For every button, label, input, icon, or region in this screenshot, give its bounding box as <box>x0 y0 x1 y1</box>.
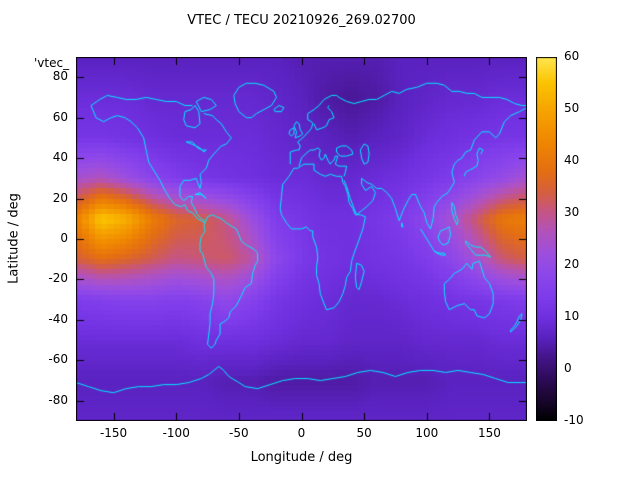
x-tick-label: -100 <box>162 426 190 440</box>
colorbar-tick-label: 20 <box>564 257 580 271</box>
x-tick-label: -150 <box>99 426 128 440</box>
y-tick-label: 0 <box>60 231 68 245</box>
colorbar <box>536 57 557 421</box>
x-axis-title: Longitude / deg <box>250 450 353 465</box>
colorbar-tick-label: 50 <box>564 101 580 115</box>
y-tick-label: -40 <box>48 311 68 326</box>
series-key-label: 'vtec_ <box>34 56 70 70</box>
x-tick-label: 100 <box>415 426 439 440</box>
colorbar-tick-label: 10 <box>564 309 580 323</box>
x-tick-label: 50 <box>356 426 372 440</box>
colorbar-tick-label: 40 <box>564 153 580 167</box>
y-tick-label: 40 <box>52 150 68 165</box>
y-tick-label: -20 <box>48 271 68 286</box>
x-tick-label: -50 <box>229 426 249 440</box>
y-tick-label: 80 <box>52 69 68 84</box>
colorbar-tick-label: 30 <box>564 205 580 219</box>
heatmap-canvas <box>76 57 527 421</box>
y-tick-label: 20 <box>52 190 68 205</box>
chart-title: VTEC / TECU 20210926_269.02700 <box>187 13 416 28</box>
colorbar-tick-label: 0 <box>564 361 572 375</box>
y-tick-label: 60 <box>52 109 68 124</box>
x-tick-label: 150 <box>477 426 501 440</box>
y-tick-label: -80 <box>48 392 68 407</box>
colorbar-tick-label: -10 <box>564 413 584 427</box>
colorbar-tick-label: 60 <box>564 49 580 63</box>
x-tick-label: 0 <box>297 426 306 440</box>
y-tick-label: -60 <box>48 352 68 367</box>
